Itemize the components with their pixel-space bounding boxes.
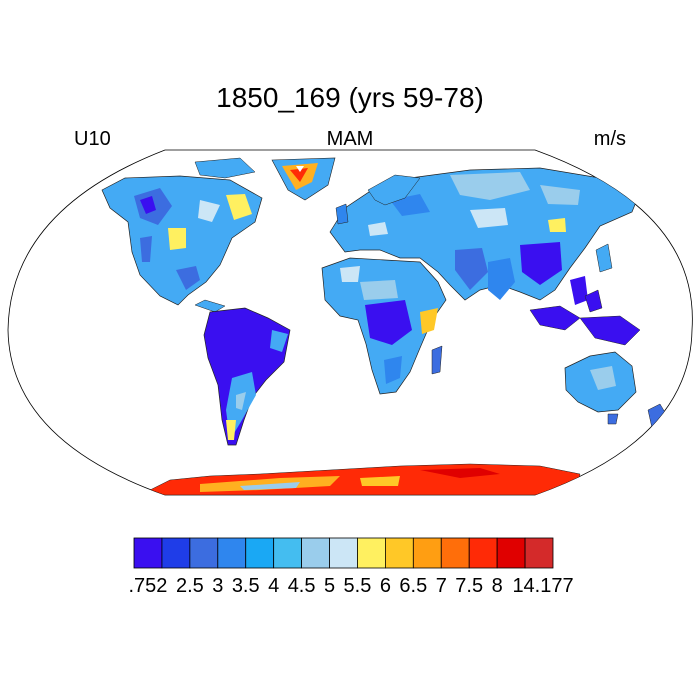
greenland (271, 157, 336, 201)
maritime-southeast-asia (529, 289, 641, 346)
colorbar-swatch (496, 537, 526, 569)
colorbar-tick-label: 5 (324, 575, 335, 597)
colorbar-swatch (524, 537, 554, 569)
variable-label: U10 (74, 128, 111, 150)
africa (321, 257, 447, 395)
plot-title: 1850_169 (yrs 59-78) (216, 82, 484, 113)
colorbar-tick-label: 6.5 (399, 575, 427, 597)
colorbar-swatch (245, 537, 275, 569)
colorbar-tick-label: 2.5 (176, 575, 204, 597)
colorbar-swatch (329, 537, 358, 569)
colorbar-swatch (133, 537, 163, 569)
colorbar-swatch (384, 537, 414, 569)
colorbar-tick-label: 4.5 (288, 575, 316, 597)
colorbar-tick-label: 5.5 (344, 575, 372, 597)
antarctica (149, 463, 581, 495)
scandinavia (367, 174, 421, 206)
australia (564, 351, 637, 425)
colorbar-swatch (468, 537, 498, 569)
colorbar-tick-label: 4 (268, 575, 279, 597)
colorbar-tick-label: 8 (492, 575, 503, 597)
colorbar-tick-label: 6 (380, 575, 391, 597)
colorbar-tick-label: 7.5 (455, 575, 483, 597)
colorbar-swatch (273, 537, 302, 569)
colorbar-tick-label: .752 (128, 575, 167, 597)
british-isles (335, 203, 349, 225)
colorbar-swatch (217, 537, 247, 569)
colorbar-swatch (189, 537, 219, 569)
colorbar-swatch (412, 537, 442, 569)
colorbar-tick-label: 14.177 (512, 575, 573, 597)
south-america (203, 307, 291, 446)
colorbar-swatch (301, 537, 330, 569)
units-label: m/s (593, 128, 626, 150)
colorbar-tick-label: 7 (436, 575, 447, 597)
arctic-islands (194, 157, 256, 179)
north-america (101, 175, 263, 313)
colorbar-tick-label: 3 (212, 575, 223, 597)
colorbar-swatch (440, 537, 470, 569)
colorbar-swatch (161, 537, 191, 569)
eurasia (329, 167, 641, 305)
colorbar-tick-label: 3.5 (232, 575, 260, 597)
season-label: MAM (326, 128, 374, 150)
colorbar-swatch (357, 537, 386, 569)
